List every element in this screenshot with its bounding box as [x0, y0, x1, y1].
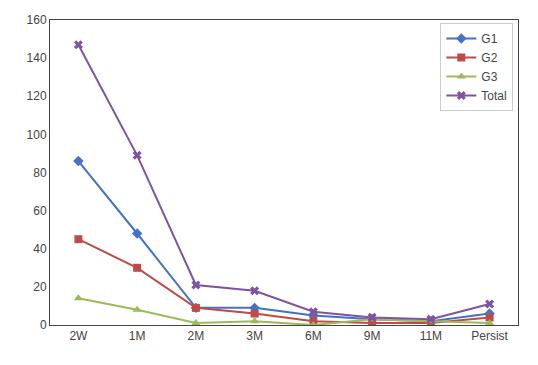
- svg-text:100: 100: [27, 128, 47, 142]
- svg-text:160: 160: [27, 13, 47, 27]
- svg-text:2M: 2M: [188, 329, 205, 343]
- svg-text:G3: G3: [481, 70, 497, 84]
- svg-text:11M: 11M: [420, 329, 442, 343]
- svg-text:Total: Total: [481, 89, 506, 103]
- svg-text:80: 80: [33, 166, 47, 180]
- svg-text:0: 0: [40, 318, 47, 332]
- svg-text:140: 140: [27, 51, 47, 65]
- svg-text:Persist: Persist: [471, 329, 508, 343]
- svg-text:9M: 9M: [364, 329, 381, 343]
- svg-text:60: 60: [33, 204, 47, 218]
- svg-text:40: 40: [33, 242, 47, 256]
- svg-text:6M: 6M: [305, 329, 322, 343]
- svg-text:120: 120: [27, 89, 47, 103]
- svg-text:1M: 1M: [129, 329, 146, 343]
- svg-text:20: 20: [33, 280, 47, 294]
- svg-text:2W: 2W: [69, 329, 88, 343]
- svg-text:3M: 3M: [246, 329, 263, 343]
- svg-text:G2: G2: [481, 51, 497, 65]
- svg-text:G1: G1: [481, 32, 497, 46]
